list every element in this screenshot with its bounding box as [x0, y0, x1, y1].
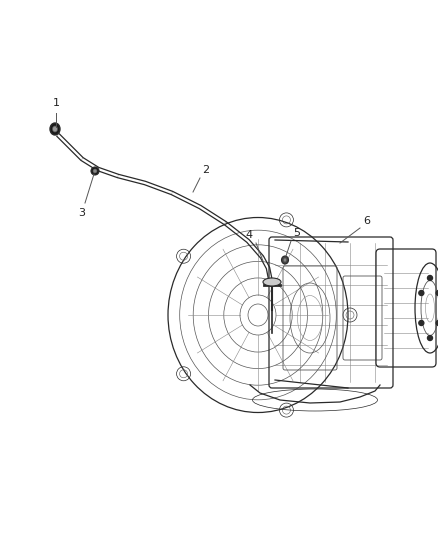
Circle shape [427, 276, 432, 280]
Ellipse shape [91, 167, 99, 175]
Ellipse shape [53, 126, 57, 132]
Circle shape [436, 290, 438, 295]
Text: 6: 6 [363, 216, 370, 226]
Circle shape [419, 320, 424, 326]
Ellipse shape [93, 169, 97, 173]
Circle shape [427, 335, 432, 341]
Text: 5: 5 [293, 228, 300, 238]
Circle shape [436, 320, 438, 326]
Ellipse shape [283, 258, 286, 262]
Circle shape [419, 290, 424, 295]
Text: 2: 2 [202, 165, 209, 175]
Ellipse shape [50, 123, 60, 135]
Text: 3: 3 [78, 208, 85, 218]
Text: 1: 1 [53, 98, 60, 108]
Ellipse shape [282, 256, 289, 264]
Text: 4: 4 [246, 230, 253, 240]
Ellipse shape [263, 278, 281, 286]
